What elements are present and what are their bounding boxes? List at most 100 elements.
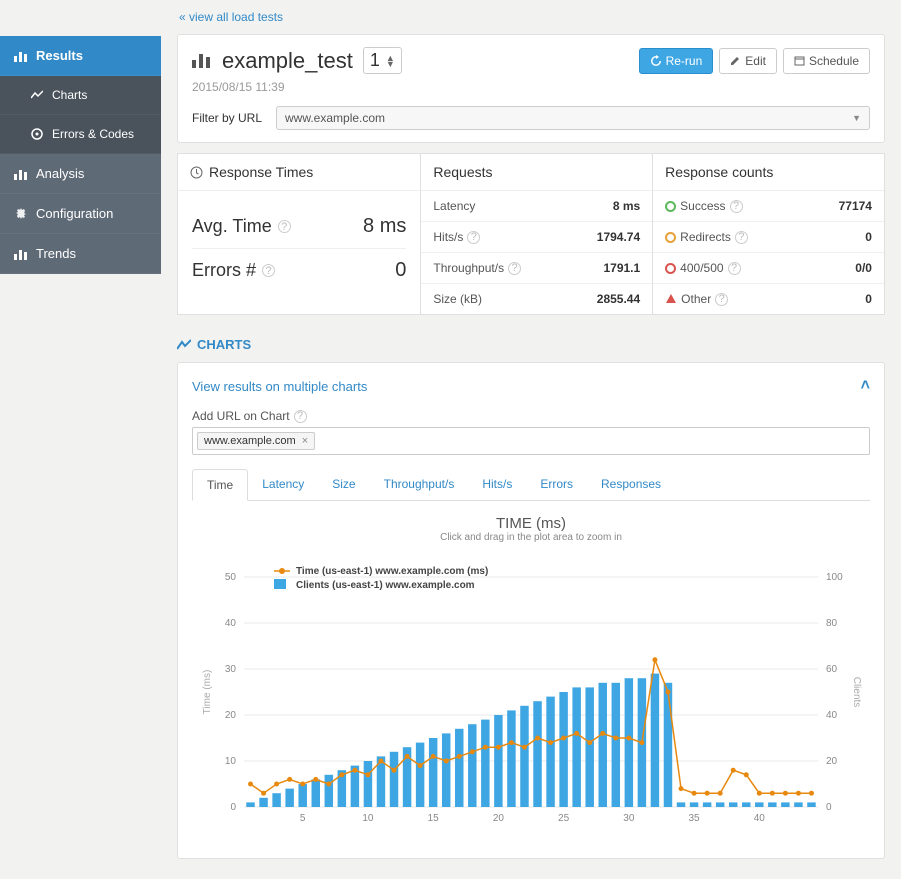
line-chart-icon: [177, 339, 191, 351]
help-icon[interactable]: ?: [735, 231, 748, 244]
status-icon: [665, 201, 676, 212]
help-icon[interactable]: ?: [508, 262, 521, 275]
svg-text:20: 20: [493, 813, 505, 824]
main-content: « view all load tests example_test 1 ▲▼: [161, 0, 901, 879]
run-number: 1: [370, 50, 380, 71]
schedule-button[interactable]: Schedule: [783, 48, 870, 74]
filter-label: Filter by URL: [192, 111, 262, 125]
requests-panel: Requests Latency8 msHits/s ?1794.74Throu…: [421, 153, 653, 315]
table-row: Size (kB)2855.44: [421, 284, 652, 314]
sidebar-label: Charts: [52, 88, 87, 102]
table-row: Throughput/s ?1791.1: [421, 253, 652, 284]
multi-charts-link[interactable]: View results on multiple charts: [192, 379, 367, 394]
status-icon: [665, 232, 676, 243]
tab-size[interactable]: Size: [318, 469, 369, 500]
table-row: Other ?0: [653, 284, 884, 314]
errors-value: 0: [395, 259, 406, 282]
clock-icon: [190, 166, 203, 179]
sidebar-item-results[interactable]: Results: [0, 36, 161, 76]
svg-text:Clients (us-east-1) www.exampl: Clients (us-east-1) www.example.com: [296, 580, 475, 591]
rerun-button[interactable]: Re-run: [639, 48, 714, 74]
svg-text:20: 20: [826, 756, 838, 767]
tab-latency[interactable]: Latency: [248, 469, 318, 500]
refresh-icon: [650, 55, 662, 67]
sidebar-item-errors[interactable]: Errors & Codes: [0, 115, 161, 154]
bars-icon: [14, 248, 28, 260]
svg-text:60: 60: [826, 664, 838, 675]
charts-box: View results on multiple charts ˄ Add UR…: [177, 362, 885, 859]
pencil-icon: [730, 55, 741, 66]
svg-text:0: 0: [230, 802, 236, 813]
sidebar-item-trends[interactable]: Trends: [0, 234, 161, 274]
svg-text:15: 15: [428, 813, 440, 824]
sidebar-label: Analysis: [36, 166, 84, 181]
chart-title: TIME (ms): [196, 515, 866, 532]
avg-time-value: 8 ms: [363, 215, 406, 238]
test-header: example_test 1 ▲▼ Re-run Edit: [177, 34, 885, 143]
status-icon: [665, 263, 676, 274]
dropdown-icon: ▼: [852, 113, 861, 123]
tab-throughputs[interactable]: Throughput/s: [370, 469, 469, 500]
svg-text:25: 25: [558, 813, 570, 824]
help-icon[interactable]: ?: [715, 293, 728, 306]
svg-text:Clients: Clients: [851, 677, 862, 708]
response-counts-panel: Response counts Success ?77174 Redirects…: [653, 153, 885, 315]
help-icon[interactable]: ?: [728, 262, 741, 275]
table-row: Hits/s ?1794.74: [421, 222, 652, 253]
edit-button[interactable]: Edit: [719, 48, 777, 74]
chip-remove-icon[interactable]: ×: [302, 435, 308, 447]
help-icon[interactable]: ?: [294, 410, 307, 423]
help-icon[interactable]: ?: [262, 264, 275, 277]
tab-hitss[interactable]: Hits/s: [468, 469, 526, 500]
help-icon[interactable]: ?: [730, 200, 743, 213]
back-link[interactable]: « view all load tests: [177, 0, 885, 30]
svg-text:80: 80: [826, 618, 838, 629]
bars-icon: [14, 168, 28, 180]
sidebar-item-charts[interactable]: Charts: [0, 76, 161, 115]
tab-errors[interactable]: Errors: [526, 469, 587, 500]
bars-icon: [192, 50, 212, 71]
sidebar-label: Configuration: [36, 206, 113, 221]
chart-tabs: TimeLatencySizeThroughput/sHits/sErrorsR…: [192, 469, 870, 501]
url-chip: www.example.com ×: [197, 432, 315, 450]
stepper-arrows-icon[interactable]: ▲▼: [386, 55, 395, 67]
sidebar: Results Charts Errors & Codes Analysis C…: [0, 0, 161, 879]
url-input-box[interactable]: www.example.com ×: [192, 427, 870, 455]
svg-text:20: 20: [225, 710, 237, 721]
sidebar-item-configuration[interactable]: Configuration: [0, 194, 161, 234]
chevron-up-icon[interactable]: ˄: [861, 377, 870, 395]
svg-text:40: 40: [826, 710, 838, 721]
help-icon[interactable]: ?: [467, 231, 480, 244]
svg-text:10: 10: [225, 756, 237, 767]
line-chart-icon: [30, 90, 44, 100]
svg-text:40: 40: [754, 813, 766, 824]
svg-text:35: 35: [689, 813, 701, 824]
run-stepper[interactable]: 1 ▲▼: [363, 47, 402, 74]
bars-icon: [14, 50, 28, 62]
table-row: Latency8 ms: [421, 191, 652, 222]
tab-responses[interactable]: Responses: [587, 469, 675, 500]
sidebar-label: Trends: [36, 246, 76, 261]
tab-time[interactable]: Time: [192, 469, 248, 501]
warning-icon: [665, 293, 677, 305]
help-icon[interactable]: ?: [278, 220, 291, 233]
svg-text:Time (ms): Time (ms): [202, 670, 213, 715]
svg-text:0: 0: [826, 802, 832, 813]
svg-text:Time (us-east-1) www.example.c: Time (us-east-1) www.example.com (ms): [296, 566, 488, 577]
test-name: example_test: [222, 48, 353, 74]
chart-subtitle: Click and drag in the plot area to zoom …: [196, 532, 866, 543]
sidebar-label: Results: [36, 48, 83, 63]
charts-section-header: CHARTS: [177, 337, 885, 352]
svg-text:30: 30: [225, 664, 237, 675]
time-chart[interactable]: 01020304050020406080100Time (ms)Clients5…: [196, 547, 866, 837]
sidebar-item-analysis[interactable]: Analysis: [0, 154, 161, 194]
gear-icon: [30, 128, 44, 140]
svg-text:100: 100: [826, 572, 843, 583]
table-row: Success ?77174: [653, 191, 884, 222]
svg-text:50: 50: [225, 572, 237, 583]
response-times-panel: Response Times Avg. Time? 8 ms Errors #?…: [177, 153, 421, 315]
table-row: Redirects ?0: [653, 222, 884, 253]
svg-text:30: 30: [623, 813, 635, 824]
gear-icon: [14, 208, 28, 220]
filter-select[interactable]: www.example.com ▼: [276, 106, 870, 130]
